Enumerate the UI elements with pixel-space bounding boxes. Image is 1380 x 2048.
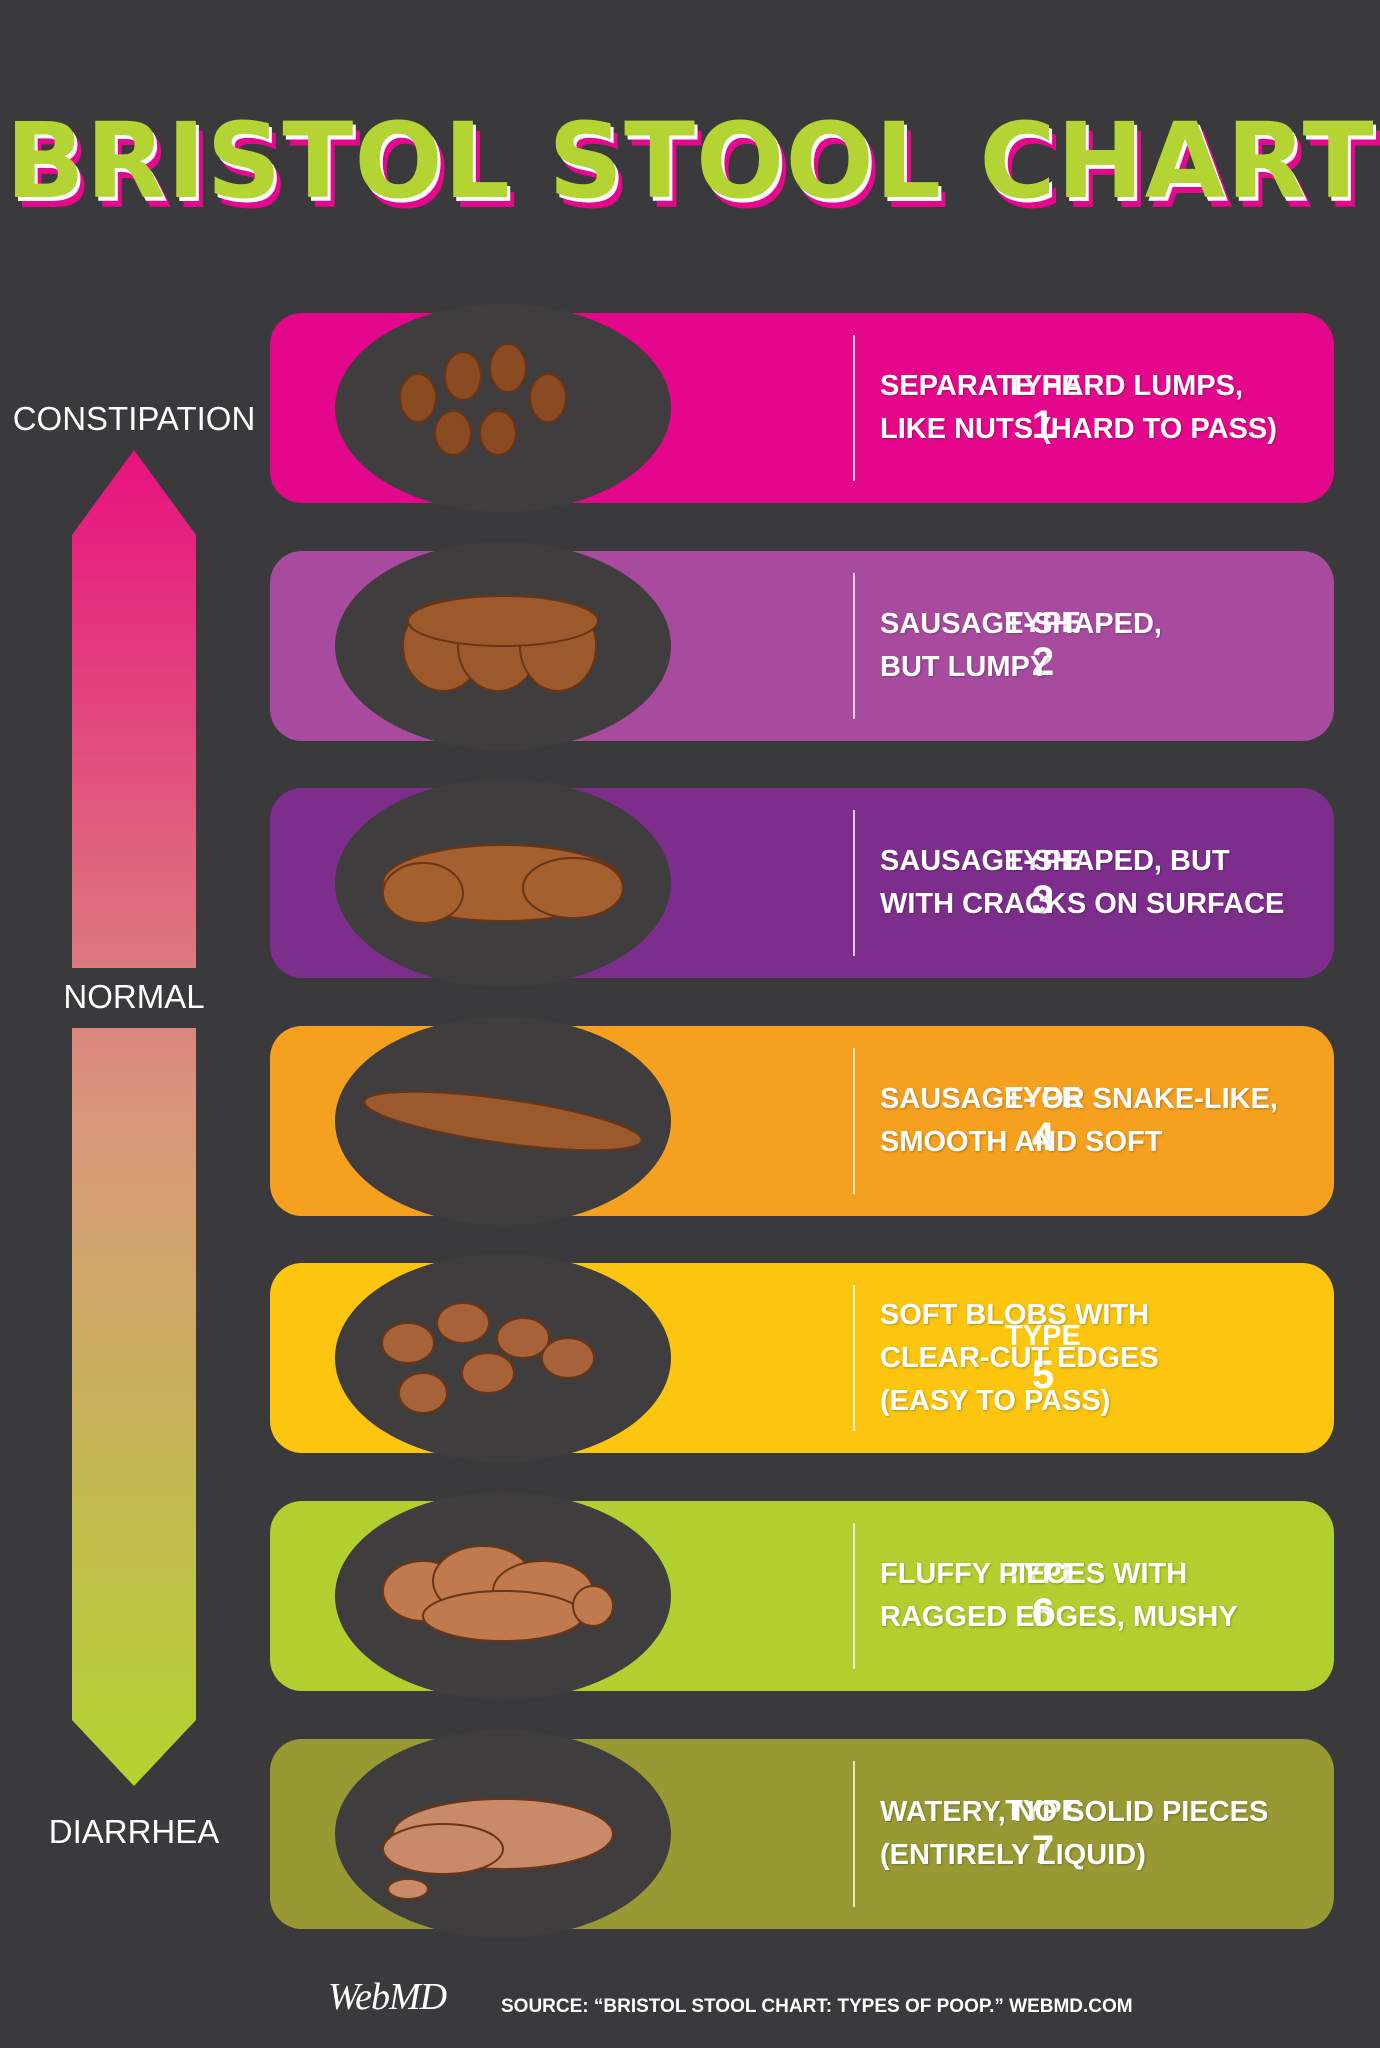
stool-piece bbox=[541, 1337, 595, 1380]
stool-row: TYPE 5 SOFT BLOBS WITH CLEAR-CUT EDGES (EASY… bbox=[270, 1254, 1334, 1463]
scale-bottom: DIARRHEA bbox=[48, 1813, 220, 1850]
description-line: (EASY TO PASS) bbox=[880, 1384, 1111, 1417]
description-line: WATERY, NO SOLID PIECES bbox=[880, 1795, 1269, 1828]
type-label: TYPE bbox=[1005, 844, 1081, 877]
description-line: SAUSAGE-SHAPED, bbox=[880, 607, 1162, 640]
stool-piece bbox=[381, 1322, 435, 1365]
description-line: CLEAR-CUT EDGES bbox=[880, 1341, 1159, 1374]
type-number: 6 bbox=[1031, 1590, 1055, 1635]
divider bbox=[853, 572, 855, 719]
type-label: TYPE bbox=[1005, 1319, 1081, 1352]
description-line: FLUFFY PIECES WITH bbox=[880, 1558, 1188, 1590]
stool-piece bbox=[461, 1352, 515, 1395]
description-line: SMOOTH AND SOFT bbox=[880, 1125, 1163, 1158]
illustration bbox=[335, 1016, 671, 1225]
stool-piece bbox=[496, 1317, 550, 1360]
scale-middle: NORMAL bbox=[63, 978, 205, 1015]
logo: WebMD bbox=[328, 1976, 447, 2018]
type-box: TYPE 2 bbox=[990, 551, 1096, 741]
type-box: TYPE 1 bbox=[990, 313, 1096, 503]
divider bbox=[853, 1047, 855, 1194]
stool-row: TYPE 4 SAUSAGE- OR SNAKE-LIKE, SMOOTH AND S… bbox=[270, 1016, 1334, 1225]
type-label: TYPE bbox=[1005, 369, 1081, 402]
divider bbox=[853, 1285, 855, 1432]
stool-piece bbox=[407, 594, 599, 647]
divider bbox=[853, 810, 855, 957]
chart-title: BRISTOL STOOL CHART bbox=[5, 100, 1375, 222]
type-box: TYPE 6 bbox=[990, 1501, 1096, 1691]
description: SAUSAGE-SHAPED, BUT WITH CRACKS ON SURFAC… bbox=[880, 788, 1284, 978]
stool-row: TYPE 6 FLUFFY PIECES WITH RAGGED EDGES, MUS… bbox=[270, 1492, 1334, 1700]
type-number: 7 bbox=[1031, 1828, 1055, 1873]
type-box: TYPE 5 bbox=[990, 1263, 1096, 1453]
stool-piece bbox=[444, 351, 482, 401]
stool-piece bbox=[387, 1877, 429, 1900]
type-label: TYPE bbox=[1005, 1795, 1081, 1828]
type-label: TYPE bbox=[1005, 1557, 1081, 1590]
stool-row: TYPE 1 SEPARATE HARD LUMPS, LIKE NUTS (HARD… bbox=[270, 304, 1334, 512]
stool-piece bbox=[489, 343, 527, 393]
description-line: (ENTIRELY LIQUID) bbox=[880, 1838, 1146, 1871]
type-box: TYPE 7 bbox=[990, 1739, 1096, 1929]
stool-piece bbox=[529, 373, 567, 423]
description-line: SAUSAGE-SHAPED, BUT bbox=[880, 845, 1230, 878]
stool-piece bbox=[363, 1090, 643, 1152]
description-line: SEPARATE HARD LUMPS, bbox=[880, 370, 1244, 402]
plate bbox=[335, 304, 671, 512]
scale-arrow bbox=[72, 450, 196, 1786]
description-line: WITH CRACKS ON SURFACE bbox=[880, 888, 1285, 921]
type-number: 4 bbox=[1031, 1115, 1055, 1160]
description-line: LIKE NUTS (HARD TO PASS) bbox=[880, 413, 1277, 445]
illustration bbox=[335, 1492, 671, 1700]
illustration bbox=[335, 779, 671, 988]
illustration bbox=[335, 304, 671, 512]
divider bbox=[853, 335, 855, 481]
stool-piece bbox=[434, 410, 472, 456]
description: FLUFFY PIECES WITH RAGGED EDGES, MUSHY bbox=[880, 1501, 1238, 1691]
illustration bbox=[335, 1254, 671, 1463]
type-label: TYPE bbox=[1005, 607, 1081, 640]
type-label: TYPE bbox=[1005, 1082, 1081, 1115]
type-box: TYPE 3 bbox=[990, 788, 1096, 978]
scale-top: CONSTIPATION bbox=[12, 400, 256, 437]
illustration bbox=[335, 541, 671, 750]
stool-piece bbox=[382, 862, 464, 925]
description: WATERY, NO SOLID PIECES (ENTIRELY LIQUID) bbox=[880, 1739, 1268, 1929]
description-line: SOFT BLOBS WITH bbox=[880, 1298, 1150, 1331]
description: SAUSAGE-SHAPED, BUT LUMPY bbox=[880, 551, 1162, 741]
divider bbox=[853, 1523, 855, 1669]
source: SOURCE: “BRISTOL STOOL CHART: TYPES OF P… bbox=[501, 1996, 1133, 2017]
stool-piece bbox=[382, 1822, 504, 1875]
description: SAUSAGE- OR SNAKE-LIKE, SMOOTH AND SOFT bbox=[880, 1026, 1278, 1216]
stool-row: TYPE 3 SAUSAGE-SHAPED, BUT WITH CRACKS ON S… bbox=[270, 779, 1334, 988]
type-number: 1 bbox=[1031, 402, 1055, 447]
description-line: BUT LUMPY bbox=[880, 650, 1050, 683]
stool-piece bbox=[422, 1590, 584, 1642]
stool-piece bbox=[398, 1372, 448, 1415]
stool-piece bbox=[572, 1585, 614, 1627]
stool-piece bbox=[479, 410, 517, 456]
description-line: SAUSAGE- OR SNAKE-LIKE, bbox=[880, 1082, 1278, 1115]
type-number: 5 bbox=[1031, 1352, 1055, 1397]
description: SOFT BLOBS WITH CLEAR-CUT EDGES (EASY TO P… bbox=[880, 1263, 1159, 1453]
description: SEPARATE HARD LUMPS, LIKE NUTS (HARD TO P… bbox=[880, 313, 1277, 503]
stool-row: TYPE 2 SAUSAGE-SHAPED, BUT LUMPY bbox=[270, 541, 1334, 750]
type-box: TYPE 4 bbox=[990, 1026, 1096, 1216]
stool-piece bbox=[399, 373, 437, 423]
type-number: 2 bbox=[1031, 640, 1055, 685]
illustration bbox=[335, 1729, 671, 1938]
type-number: 3 bbox=[1031, 877, 1055, 922]
divider bbox=[853, 1760, 855, 1907]
stool-row: TYPE 7 WATERY, NO SOLID PIECES (ENTIRELY LI… bbox=[270, 1729, 1334, 1938]
stool-piece bbox=[522, 857, 624, 920]
description-line: RAGGED EDGES, MUSHY bbox=[880, 1601, 1238, 1633]
arrow-gap bbox=[60, 968, 210, 1028]
stool-piece bbox=[436, 1302, 490, 1345]
